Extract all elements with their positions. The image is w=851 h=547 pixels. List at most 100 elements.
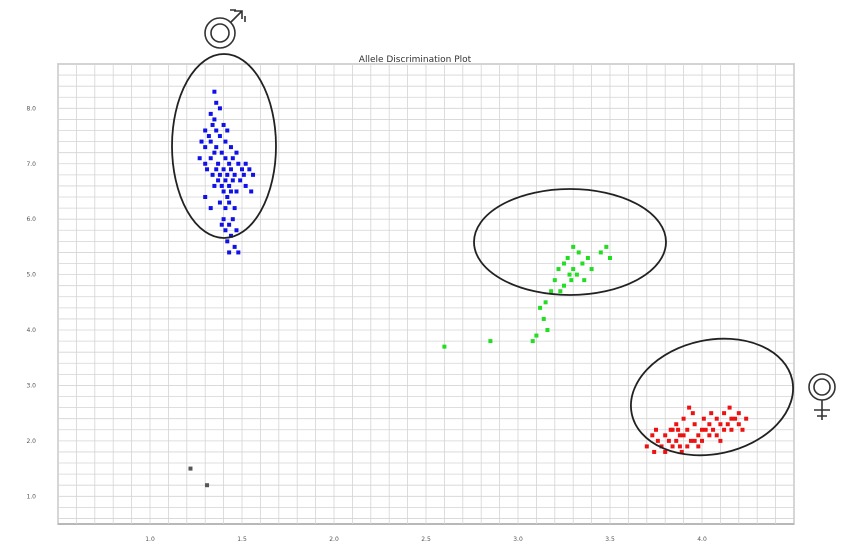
data-point bbox=[736, 411, 741, 416]
series-3 bbox=[188, 466, 210, 488]
data-point bbox=[210, 122, 215, 127]
series-2 bbox=[644, 405, 749, 454]
data-point bbox=[736, 422, 741, 427]
data-point bbox=[722, 427, 727, 432]
data-points bbox=[188, 89, 749, 488]
data-point bbox=[212, 117, 217, 122]
data-point bbox=[228, 233, 233, 238]
y-axis-ticks: 1.0 2.0 3.0 4.0 5.0 6.0 7.0 8.0 bbox=[26, 105, 36, 500]
data-point bbox=[221, 167, 226, 172]
male-symbol-icon bbox=[204, 9, 246, 49]
data-point bbox=[576, 250, 581, 255]
data-point bbox=[206, 134, 211, 139]
data-point bbox=[217, 106, 222, 111]
data-point bbox=[703, 427, 708, 432]
data-point bbox=[214, 167, 219, 172]
data-point bbox=[709, 411, 714, 416]
y-tick-label: 2.0 bbox=[26, 438, 36, 445]
data-point bbox=[234, 189, 239, 194]
data-point bbox=[199, 139, 204, 144]
data-point bbox=[223, 178, 228, 183]
data-point bbox=[236, 161, 241, 166]
data-point bbox=[228, 145, 233, 150]
data-point bbox=[556, 267, 561, 272]
data-point bbox=[700, 427, 704, 432]
data-point bbox=[552, 278, 557, 283]
data-point bbox=[569, 278, 574, 283]
data-point bbox=[212, 150, 217, 155]
data-point bbox=[674, 438, 679, 443]
data-point bbox=[212, 183, 217, 188]
data-point bbox=[217, 134, 222, 139]
data-point bbox=[545, 328, 550, 333]
data-point bbox=[692, 438, 697, 443]
data-point bbox=[227, 222, 232, 227]
data-point bbox=[227, 161, 232, 166]
data-point bbox=[223, 156, 228, 161]
data-point bbox=[676, 427, 681, 432]
data-point bbox=[729, 416, 734, 421]
data-point bbox=[538, 305, 543, 310]
data-point bbox=[228, 167, 233, 172]
data-point bbox=[225, 172, 230, 177]
data-point bbox=[203, 195, 208, 200]
data-point bbox=[230, 156, 235, 161]
y-tick-label: 1.0 bbox=[26, 493, 36, 500]
y-tick-label: 5.0 bbox=[26, 272, 36, 279]
data-point bbox=[219, 183, 224, 188]
x-tick-label: 3.0 bbox=[513, 536, 523, 543]
y-tick-label: 7.0 bbox=[26, 161, 36, 168]
data-point bbox=[232, 172, 237, 177]
chart-grid bbox=[57, 63, 795, 524]
data-point bbox=[205, 167, 210, 172]
series-0 bbox=[197, 89, 256, 255]
data-point bbox=[208, 139, 213, 144]
data-point bbox=[687, 405, 692, 410]
data-point bbox=[234, 228, 239, 233]
y-tick-label: 3.0 bbox=[26, 382, 36, 389]
data-point bbox=[230, 217, 235, 222]
data-point bbox=[221, 122, 226, 127]
data-point bbox=[249, 189, 254, 194]
data-point bbox=[225, 195, 230, 200]
data-point bbox=[574, 272, 579, 277]
data-point bbox=[197, 156, 202, 161]
data-point bbox=[208, 156, 213, 161]
data-point bbox=[243, 183, 248, 188]
data-point bbox=[221, 189, 226, 194]
data-point bbox=[210, 172, 215, 177]
female-symbol-icon bbox=[808, 373, 836, 420]
data-point bbox=[589, 267, 594, 272]
data-point bbox=[727, 405, 732, 410]
data-point bbox=[725, 422, 730, 427]
data-point bbox=[692, 422, 697, 427]
data-point bbox=[733, 416, 738, 421]
data-point bbox=[740, 427, 745, 432]
data-point bbox=[251, 172, 256, 177]
data-point bbox=[223, 228, 228, 233]
data-point bbox=[652, 449, 657, 454]
data-point bbox=[668, 427, 673, 432]
cluster-outline-green bbox=[473, 188, 667, 296]
cluster-outline-red bbox=[630, 337, 794, 457]
cluster-outline-blue bbox=[171, 53, 277, 239]
data-point bbox=[205, 483, 210, 488]
data-point bbox=[530, 339, 535, 344]
x-tick-label: 4.0 bbox=[697, 536, 707, 543]
data-point bbox=[219, 222, 224, 227]
data-point bbox=[585, 255, 590, 260]
data-point bbox=[216, 161, 221, 166]
data-point bbox=[696, 444, 701, 449]
data-point bbox=[598, 250, 603, 255]
data-point bbox=[659, 444, 664, 449]
chart-title: Allele Discrimination Plot bbox=[359, 55, 472, 65]
data-point bbox=[203, 128, 208, 133]
data-point bbox=[670, 444, 675, 449]
data-point bbox=[549, 289, 554, 294]
data-point bbox=[679, 449, 684, 454]
data-point bbox=[228, 189, 233, 194]
data-point bbox=[216, 178, 221, 183]
data-point bbox=[650, 433, 655, 438]
data-point bbox=[582, 278, 587, 283]
